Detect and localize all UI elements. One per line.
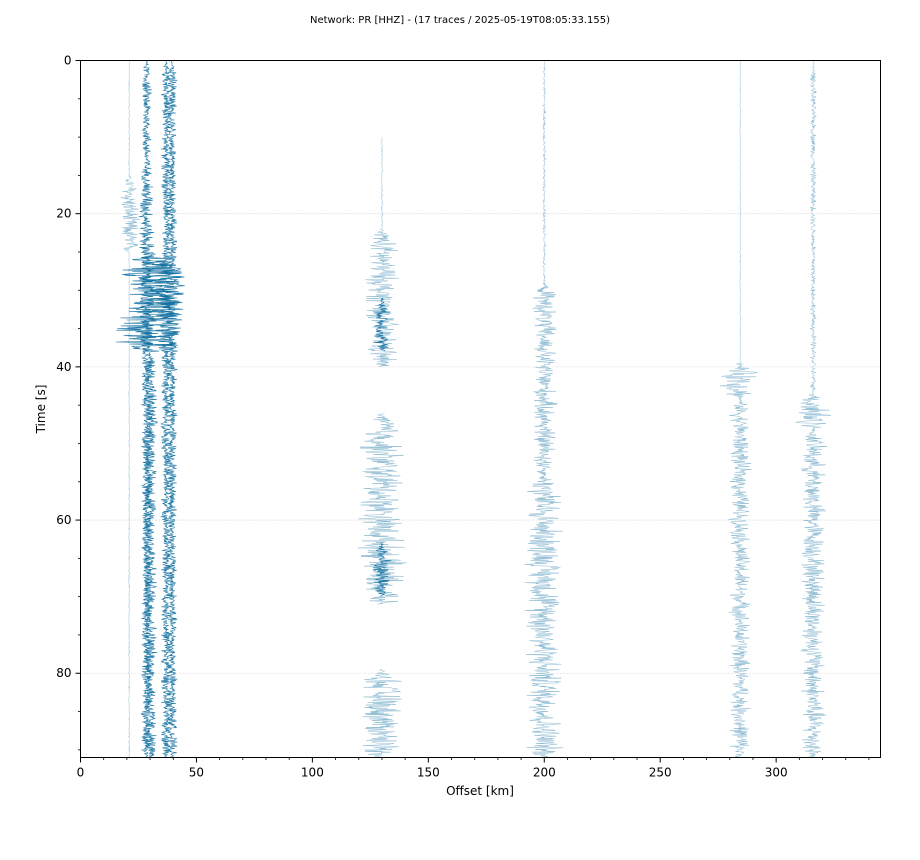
trace-0 (120, 60, 141, 758)
y-tick-label: 80 (56, 666, 71, 680)
y-tick-label: 60 (56, 513, 71, 527)
y-tick-label: 20 (56, 207, 71, 221)
trace-4 (157, 60, 185, 758)
trace-area (115, 60, 831, 758)
trace-3 (148, 60, 184, 758)
trace-1 (138, 60, 155, 758)
x-tick-label: 100 (301, 766, 324, 780)
trace-2 (115, 252, 182, 758)
axes: 0 50 100 150 200 250 300 0 20 40 60 80 (56, 54, 870, 780)
x-tick-label: 50 (189, 766, 204, 780)
x-tick-label: 150 (417, 766, 440, 780)
gridlines (80, 213, 881, 674)
trace-6 (372, 297, 392, 597)
x-tick-label: 250 (649, 766, 672, 780)
trace-9 (795, 60, 831, 758)
x-axis-label: Offset [km] (446, 784, 514, 798)
chart-title: Network: PR [HHZ] - (17 traces / 2025-05… (310, 15, 610, 26)
trace-8 (719, 60, 758, 758)
x-tick-label: 200 (533, 766, 556, 780)
trace-5 (357, 137, 407, 758)
plot-frame (80, 60, 881, 758)
y-axis-label: Time [s] (34, 385, 48, 435)
y-tick-label: 40 (56, 360, 71, 374)
trace-7 (524, 60, 563, 758)
x-tick-label: 300 (765, 766, 788, 780)
x-tick-label: 0 (77, 766, 85, 780)
y-tick-label: 0 (64, 54, 72, 68)
